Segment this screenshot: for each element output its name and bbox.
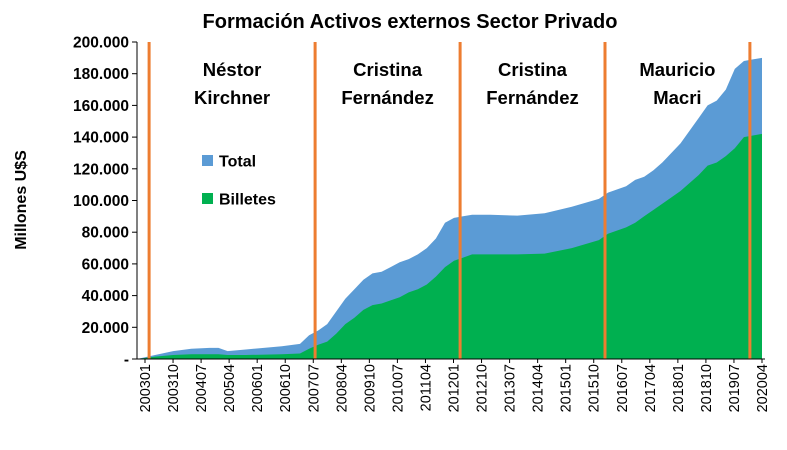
y-tick-label: 60.000 — [82, 256, 129, 273]
period-label: Kirchner — [194, 87, 270, 108]
legend-label-total: Total — [219, 154, 256, 171]
x-tick-label: 201907 — [727, 364, 743, 412]
period-lines-group — [147, 42, 752, 359]
y-tick-label: 40.000 — [82, 288, 129, 305]
x-tick-label: 200910 — [362, 364, 378, 412]
period-label: Mauricio — [639, 59, 715, 80]
legend-label-billetes: Billetes — [219, 192, 276, 209]
x-tick-label: 201104 — [419, 364, 435, 411]
x-tick-label: 201501 — [559, 364, 575, 412]
x-tick-label: 201307 — [503, 364, 519, 412]
x-tick-label: 200804 — [334, 364, 350, 412]
y-tick-label: 200.000 — [73, 35, 129, 52]
y-tick-label: 20.000 — [82, 320, 129, 337]
x-tick-label: 200601 — [250, 364, 266, 412]
legend-swatch-total — [202, 155, 213, 166]
period-label: Fernández — [341, 87, 434, 108]
period-labels-group: Néstor Kirchner Cristina Fernández Cristina F… — [194, 59, 715, 108]
chart-title: Formación Activos externos Sector Privad… — [203, 11, 618, 33]
x-tick-label: 201404 — [531, 364, 547, 412]
x-tick-label: 200310 — [166, 364, 182, 412]
x-tick-label: 201510 — [587, 364, 603, 412]
period-label: Cristina — [353, 59, 423, 80]
x-tick-label: 200301 — [138, 364, 154, 412]
x-tick-label: 201607 — [615, 364, 631, 412]
x-tick-label: 201810 — [699, 364, 715, 412]
period-label: Fernández — [486, 87, 579, 108]
y-tick-label: 160.000 — [73, 98, 129, 115]
y-tick-label: 100.000 — [73, 193, 129, 210]
y-axis: - 20.000 40.000 60.000 80.000 100.000 120.000 1… — [73, 35, 138, 369]
x-tick-label: 202004 — [755, 364, 771, 412]
y-tick-label: - — [124, 352, 129, 369]
x-axis: 200301 200310 200407 200504 200601 200610 2007… — [137, 358, 771, 412]
x-tick-label: 200407 — [194, 364, 210, 412]
x-tick-label: 200504 — [222, 364, 238, 412]
x-tick-label: 201007 — [390, 364, 406, 412]
x-tick-label: 201704 — [643, 364, 659, 412]
period-label: Néstor — [203, 59, 262, 80]
y-tick-label: 140.000 — [73, 130, 129, 147]
y-tick-label: 80.000 — [82, 225, 129, 242]
period-label: Macri — [653, 87, 701, 108]
y-tick-label: 120.000 — [73, 161, 129, 178]
x-tick-label: 201801 — [671, 364, 687, 412]
legend-swatch-billetes — [202, 193, 213, 204]
x-tick-label: 201210 — [475, 364, 491, 412]
x-tick-label: 200707 — [306, 364, 322, 412]
x-tick-label: 201201 — [447, 364, 463, 412]
y-tick-label: 180.000 — [73, 66, 129, 83]
x-tick-label: 200610 — [278, 364, 294, 412]
period-label: Cristina — [498, 59, 568, 80]
y-axis-label: Millones U$S — [13, 150, 30, 250]
legend: Total Billetes — [202, 154, 276, 209]
